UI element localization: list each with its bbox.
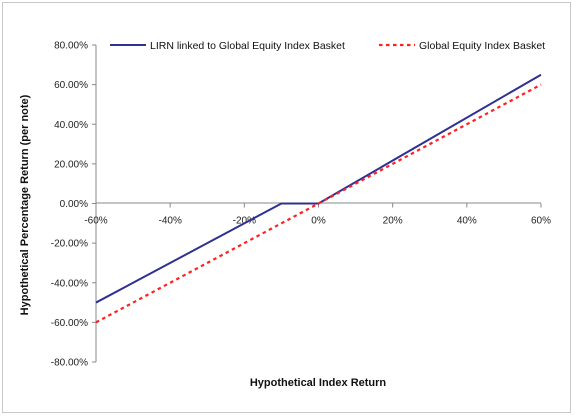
- chart-frame: [2, 2, 571, 413]
- legend-label-lirn: LIRN linked to Global Equity Index Baske…: [150, 40, 345, 52]
- y-tick-label: 0.00%: [60, 199, 88, 210]
- y-tick-label: -60.00%: [51, 318, 88, 329]
- series-group: [95, 73, 542, 324]
- y-axis-ticks: 80.00% 60.00% 40.00% 20.00% 0.00% -20.00% -40.…: [51, 41, 96, 369]
- y-tick-label: 60.00%: [54, 80, 88, 91]
- legend-label-basket: Global Equity Index Basket: [419, 40, 545, 52]
- y-tick-label: -80.00%: [51, 358, 88, 369]
- x-tick-label: -40%: [158, 216, 181, 227]
- series-line-basket: [95, 83, 542, 324]
- x-tick-label: 60%: [531, 216, 551, 227]
- y-tick-label: 20.00%: [54, 159, 88, 170]
- y-axis-title: Hypothetical Percentage Return (per note…: [19, 94, 31, 315]
- x-tick-label: -60%: [84, 216, 107, 227]
- x-tick-label: 40%: [457, 216, 477, 227]
- y-tick-label: 40.00%: [54, 120, 88, 131]
- x-tick-label: 20%: [383, 216, 403, 227]
- legend: LIRN linked to Global Equity Index Baske…: [110, 40, 545, 52]
- x-tick-label: 0%: [311, 216, 326, 227]
- x-axis-ticks: -60% -40% -20% 0% 20% 40% 60%: [84, 203, 551, 227]
- series-line-lirn: [95, 73, 542, 304]
- x-tick-label: -20%: [233, 216, 256, 227]
- y-tick-label: -20.00%: [51, 239, 88, 250]
- y-tick-label: -40.00%: [51, 278, 88, 289]
- y-tick-label: 80.00%: [54, 41, 88, 52]
- x-axis-title: Hypothetical Index Return: [250, 377, 387, 389]
